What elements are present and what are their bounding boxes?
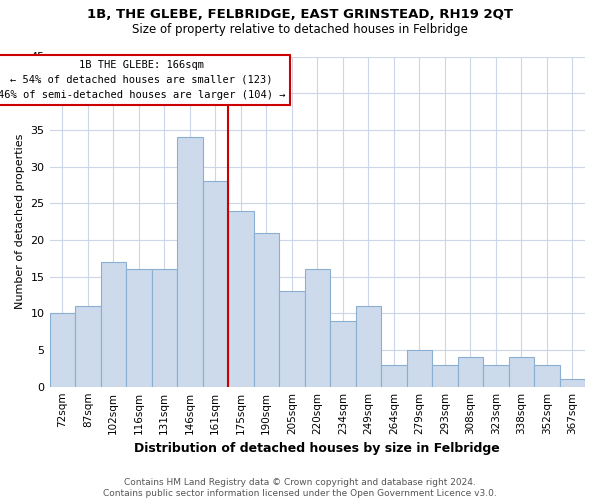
- Bar: [509, 358, 534, 386]
- Bar: [407, 350, 432, 387]
- Bar: [432, 364, 458, 386]
- Bar: [534, 364, 560, 386]
- Bar: [228, 210, 254, 386]
- Bar: [126, 270, 152, 386]
- Bar: [305, 270, 330, 386]
- Bar: [75, 306, 101, 386]
- Bar: [330, 320, 356, 386]
- Bar: [177, 137, 203, 386]
- Bar: [254, 232, 279, 386]
- Bar: [381, 364, 407, 386]
- Text: Size of property relative to detached houses in Felbridge: Size of property relative to detached ho…: [132, 22, 468, 36]
- Text: Contains HM Land Registry data © Crown copyright and database right 2024.
Contai: Contains HM Land Registry data © Crown c…: [103, 478, 497, 498]
- Bar: [50, 314, 75, 386]
- Bar: [458, 358, 483, 386]
- Bar: [203, 181, 228, 386]
- X-axis label: Distribution of detached houses by size in Felbridge: Distribution of detached houses by size …: [134, 442, 500, 455]
- Bar: [279, 292, 305, 386]
- Text: 1B THE GLEBE: 166sqm
← 54% of detached houses are smaller (123)
46% of semi-deta: 1B THE GLEBE: 166sqm ← 54% of detached h…: [0, 60, 285, 100]
- Bar: [356, 306, 381, 386]
- Text: 1B, THE GLEBE, FELBRIDGE, EAST GRINSTEAD, RH19 2QT: 1B, THE GLEBE, FELBRIDGE, EAST GRINSTEAD…: [87, 8, 513, 20]
- Bar: [483, 364, 509, 386]
- Bar: [560, 380, 585, 386]
- Y-axis label: Number of detached properties: Number of detached properties: [15, 134, 25, 310]
- Bar: [101, 262, 126, 386]
- Bar: [152, 270, 177, 386]
